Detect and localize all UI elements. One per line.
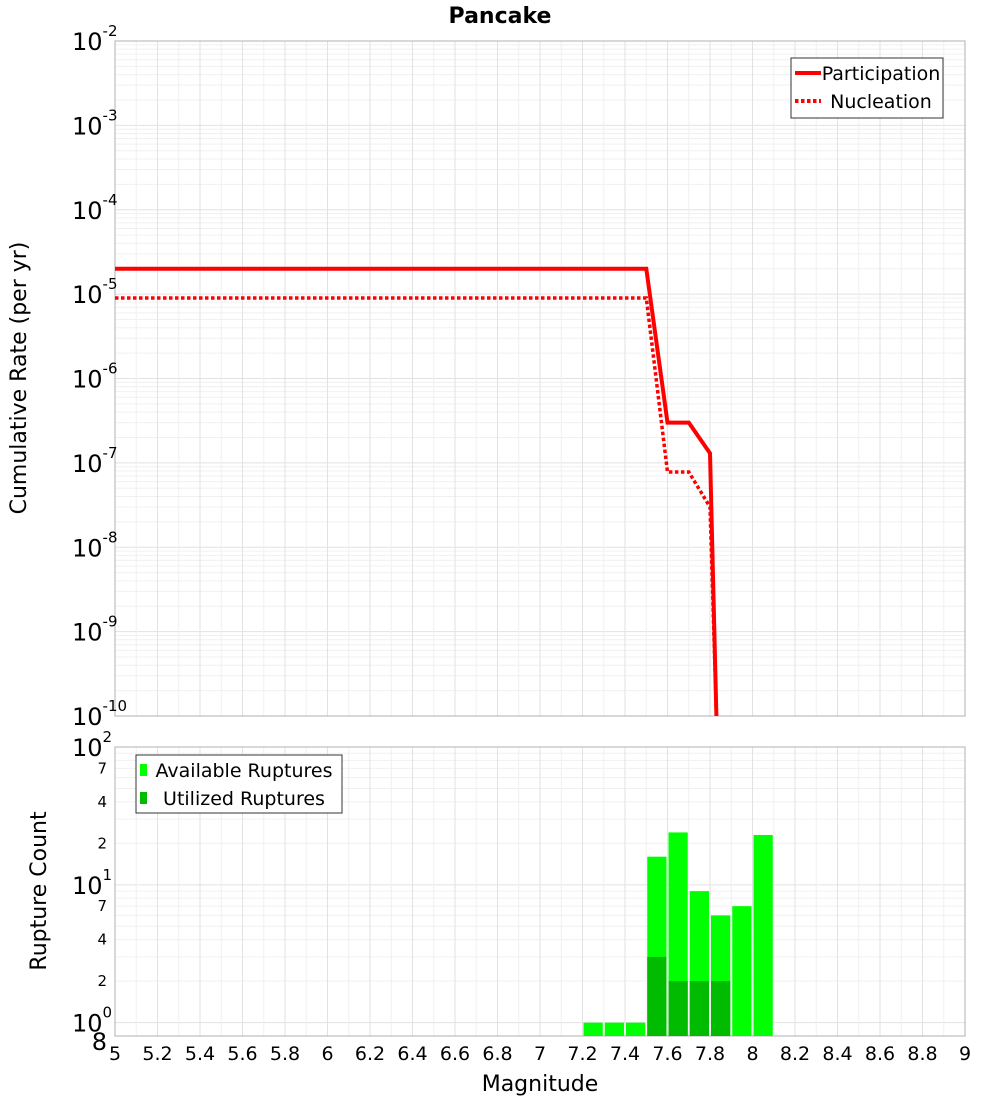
bar-utilized	[689, 981, 709, 1036]
bar-available	[732, 906, 752, 1036]
x-tick-label: 8.8	[907, 1043, 937, 1065]
x-tick-label: 6.4	[397, 1043, 427, 1065]
y-tick-label: 100	[72, 1004, 112, 1038]
y-tick-label-minor: 7	[97, 759, 107, 777]
x-tick-label: 5.4	[185, 1043, 215, 1065]
chart-title: Pancake	[449, 4, 552, 29]
x-tick-label: 7.4	[610, 1043, 640, 1065]
y-tick-label: 10-8	[72, 528, 118, 562]
top-y-axis-label: Cumulative Rate (per yr)	[7, 242, 32, 515]
y-tick-label: 10-4	[72, 191, 118, 225]
x-tick-label: 5.6	[227, 1043, 257, 1065]
series-line-nucleation	[115, 296, 719, 717]
x-tick-label: 9	[959, 1043, 971, 1065]
top-legend: Participation Nucleation	[790, 57, 944, 119]
x-axis-ticks: 5 5.2 5.4 5.6 5.8 6 6.2 6.4 6.6 6.8 7 7.2 7.4 7.6 7.8 8…	[109, 1043, 971, 1065]
y-tick-label: 8	[92, 1028, 107, 1056]
x-tick-label: 8.4	[822, 1043, 852, 1065]
y-tick-label-minor: 4	[97, 793, 107, 811]
x-tick-label: 7.2	[567, 1043, 597, 1065]
bar-available	[583, 1022, 603, 1036]
bar-utilized	[711, 981, 731, 1036]
legend-swatch	[140, 764, 147, 776]
bar-utilized	[668, 981, 688, 1036]
bar-available	[753, 834, 773, 1036]
x-axis-label: Magnitude	[482, 1072, 599, 1097]
x-tick-label: 5.8	[270, 1043, 300, 1065]
x-tick-label: 6.2	[355, 1043, 385, 1065]
bar-available	[626, 1022, 646, 1036]
x-tick-label: 7.8	[695, 1043, 725, 1065]
legend-label-participation: Participation	[822, 63, 941, 85]
bar-available	[604, 1022, 624, 1036]
legend-box	[135, 754, 343, 814]
y-tick-label-minor: 4	[97, 931, 107, 949]
x-tick-label: 8	[746, 1043, 758, 1065]
x-tick-label: 6	[321, 1043, 333, 1065]
bar-utilized	[647, 956, 667, 1036]
x-tick-label: 7	[534, 1043, 546, 1065]
x-tick-label: 7.6	[652, 1043, 682, 1065]
x-tick-label: 6.8	[482, 1043, 512, 1065]
x-tick-label: 5	[109, 1043, 121, 1065]
y-tick-label: 101	[72, 866, 112, 900]
bottom-legend: Available Ruptures Utilized Ruptures	[135, 754, 343, 814]
y-tick-label: 10-9	[72, 613, 118, 647]
top-y-axis-ticks: 10-2 10-3 10-4 10-5 10-6 10-7 10-8 10-9 10-10	[72, 22, 127, 731]
series-line-participation	[115, 266, 719, 717]
y-tick-label: 10-2	[72, 22, 118, 56]
y-tick-label: 10-5	[72, 275, 118, 309]
y-tick-label-minor: 2	[97, 972, 107, 990]
bottom-plot-area	[114, 746, 966, 1037]
legend-label: Available Ruptures	[156, 760, 333, 782]
legend-swatch	[140, 792, 147, 804]
x-tick-label: 8.6	[865, 1043, 895, 1065]
y-tick-label-minor: 2	[97, 834, 107, 852]
bottom-y-axis-label: Rupture Count	[27, 811, 52, 971]
legend-label-nucleation: Nucleation	[830, 91, 932, 113]
y-tick-label: 10-7	[72, 444, 118, 478]
y-tick-label: 102	[72, 728, 112, 762]
x-tick-label: 5.2	[142, 1043, 172, 1065]
legend-label: Utilized Ruptures	[163, 788, 325, 810]
legend-box	[790, 57, 944, 119]
bottom-plot-bars	[583, 832, 773, 1036]
top-plot-series	[115, 266, 719, 717]
y-tick-label: 10-3	[72, 106, 118, 140]
top-plot-area	[114, 40, 966, 717]
top-plot-grid	[114, 40, 966, 717]
x-tick-label: 8.2	[780, 1043, 810, 1065]
y-tick-label: 10-10	[72, 697, 127, 731]
y-tick-label-minor: 7	[97, 897, 107, 915]
x-tick-label: 6.6	[440, 1043, 470, 1065]
y-tick-label: 10-6	[72, 360, 118, 394]
